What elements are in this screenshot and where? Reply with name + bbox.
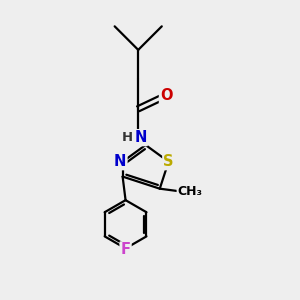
Text: F: F <box>121 242 130 257</box>
Text: N: N <box>134 130 147 145</box>
Text: S: S <box>163 154 174 169</box>
Text: H: H <box>122 131 133 144</box>
Text: CH₃: CH₃ <box>178 185 203 198</box>
Text: O: O <box>160 88 172 103</box>
Text: N: N <box>114 154 127 169</box>
